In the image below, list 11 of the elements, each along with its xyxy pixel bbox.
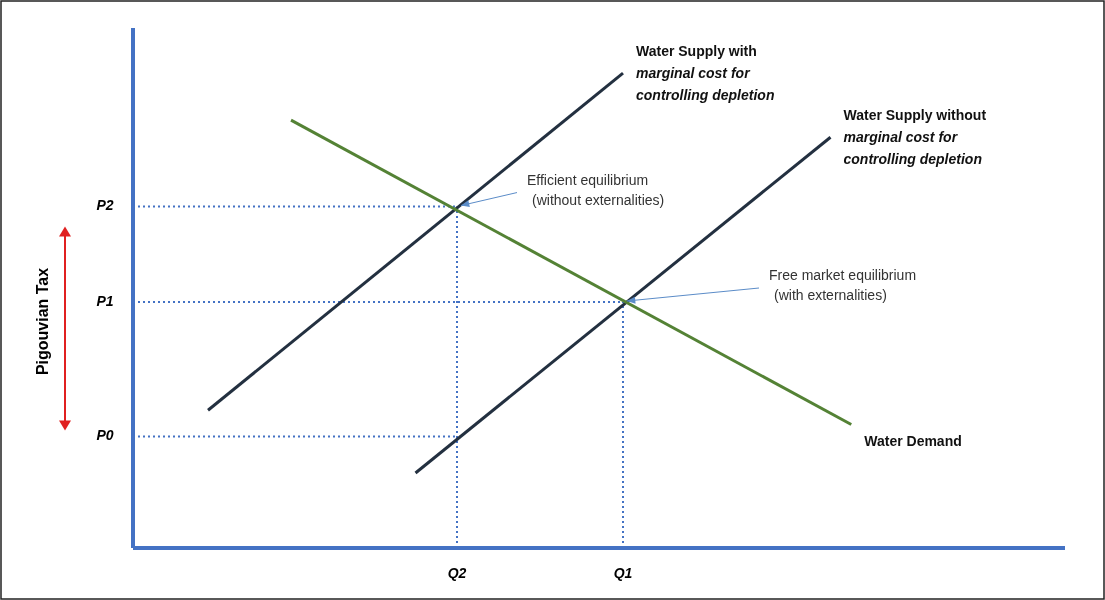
x-tick-label: Q1 [613,565,633,581]
ref-line-label: P1 [96,292,114,309]
annotation: Free market equilibrium (with externalities) [769,267,917,304]
series-label: Water Demand [864,432,962,449]
text: Pigouvian Tax [34,267,51,376]
ref-line-label: P2 [96,197,114,214]
ref-line-label: P0 [96,427,114,444]
x-tick-label: Q2 [447,565,467,581]
series-label: Water Supply with marginal cost for controlling depletion [636,43,775,104]
series-label: Water Supply without marginal cost for controlling depletion [843,107,987,168]
annotation: Efficient equilibrium (without externalities) [527,171,665,208]
